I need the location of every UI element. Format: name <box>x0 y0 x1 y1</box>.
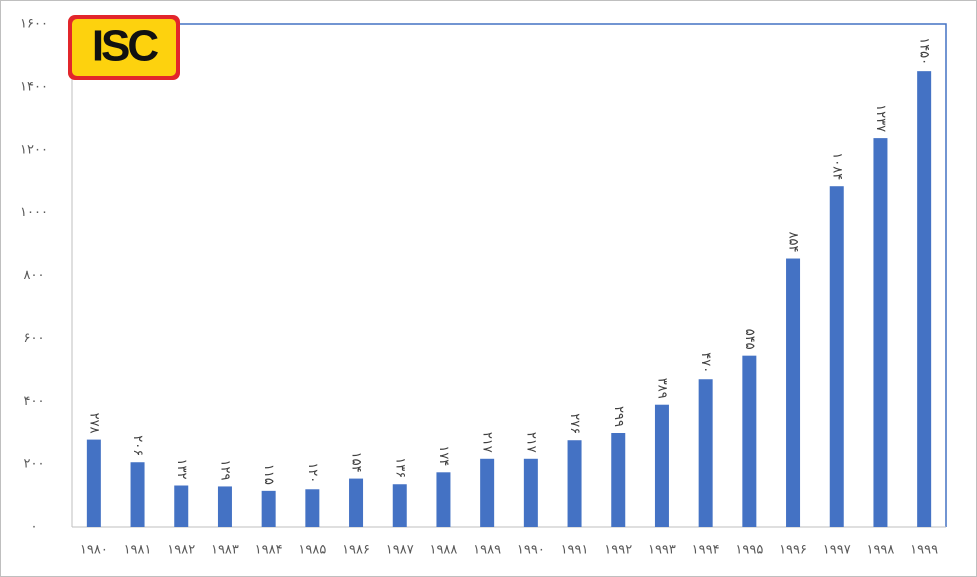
y-tick-label: ۴۰۰ <box>24 394 45 409</box>
y-tick-label: ۱۲۰۰ <box>20 142 48 157</box>
data-label: ۱۵۴ <box>349 452 364 473</box>
x-tick-label: ۱۹۸۶ <box>342 543 370 558</box>
bar <box>392 484 407 527</box>
data-label: ۱۰۸۴ <box>829 152 844 180</box>
y-tick-label: ۲۰۰ <box>24 457 45 472</box>
bar <box>567 440 582 527</box>
x-tick-label: ۱۹۹۶ <box>779 543 807 558</box>
x-tick-label: ۱۹۸۵ <box>298 543 326 558</box>
bar <box>305 489 320 527</box>
bar <box>217 486 232 527</box>
bar <box>261 490 276 527</box>
plot-border <box>72 23 947 527</box>
bar <box>86 439 101 527</box>
data-label: ۲۰۶ <box>130 435 145 456</box>
logo: ISC <box>68 15 180 80</box>
data-label: ۱۲۰ <box>305 462 320 483</box>
x-tick-label: ۱۹۹۸ <box>866 543 894 558</box>
x-tick-label: ۱۹۹۲ <box>604 543 632 558</box>
x-tick-label: ۱۹۹۷ <box>823 543 851 558</box>
x-tick-label: ۱۹۸۸ <box>429 543 457 558</box>
data-label: ۱۱۵ <box>261 464 276 485</box>
data-label: ۲۱۷ <box>523 432 538 453</box>
data-label: ۲۷۸ <box>86 413 101 434</box>
bar <box>654 404 669 527</box>
bar <box>130 462 145 527</box>
x-tick-label: ۱۹۸۰ <box>80 543 108 558</box>
bar <box>917 71 932 527</box>
data-label: ۲۷۶ <box>567 413 582 434</box>
bar <box>480 458 495 527</box>
data-label: ۲۱۷ <box>480 432 495 453</box>
bar <box>436 472 451 527</box>
bar <box>786 258 801 527</box>
y-tick-label: ۶۰۰ <box>24 331 45 346</box>
data-label: ۵۴۵ <box>742 329 757 350</box>
x-tick-label: ۱۹۸۹ <box>473 543 501 558</box>
data-label: ۱۲۳۷ <box>873 104 888 132</box>
data-label: ۸۵۴ <box>786 232 801 253</box>
bar <box>742 355 757 527</box>
x-tick-label: ۱۹۹۳ <box>648 543 676 558</box>
bar <box>611 433 626 527</box>
bar <box>349 478 364 527</box>
y-tick-label: ۸۰۰ <box>24 268 45 283</box>
bar <box>523 458 538 527</box>
x-tick-label: ۱۹۹۱ <box>561 543 589 558</box>
data-label: ۱۲۹ <box>217 459 232 480</box>
x-tick-label: ۱۹۹۵ <box>735 543 763 558</box>
y-tick-label: ۱۴۰۰ <box>20 79 48 94</box>
y-tick-label: ۱۰۰۰ <box>20 205 48 220</box>
data-label: ۱۷۴ <box>436 445 451 466</box>
bar <box>873 138 888 528</box>
x-tick-label: ۱۹۹۰ <box>517 543 545 558</box>
data-label: ۳۸۹ <box>654 378 669 399</box>
logo-bg <box>72 19 176 76</box>
x-tick-label: ۱۹۸۲ <box>167 543 195 558</box>
bar <box>829 186 844 527</box>
bar <box>698 379 713 527</box>
x-tick-label: ۱۹۸۳ <box>211 543 239 558</box>
logo-text: ISC <box>92 22 159 71</box>
y-tick-label: ۰ <box>31 520 38 535</box>
x-tick-label: ۱۹۸۱ <box>124 543 152 558</box>
y-tick-label: ۱۶۰۰ <box>20 17 48 32</box>
x-tick-label: ۱۹۹۴ <box>692 543 720 558</box>
bar <box>174 485 189 527</box>
data-label: ۱۳۲ <box>174 459 189 480</box>
data-label: ۱۴۵۰ <box>917 37 932 65</box>
data-label: ۲۹۹ <box>611 406 626 427</box>
x-tick-label: ۱۹۹۹ <box>910 543 938 558</box>
data-label: ۴۷۰ <box>698 352 713 373</box>
data-label: ۱۳۶ <box>392 457 407 478</box>
x-tick-label: ۱۹۸۴ <box>255 543 283 558</box>
x-tick-label: ۱۹۸۷ <box>386 543 414 558</box>
